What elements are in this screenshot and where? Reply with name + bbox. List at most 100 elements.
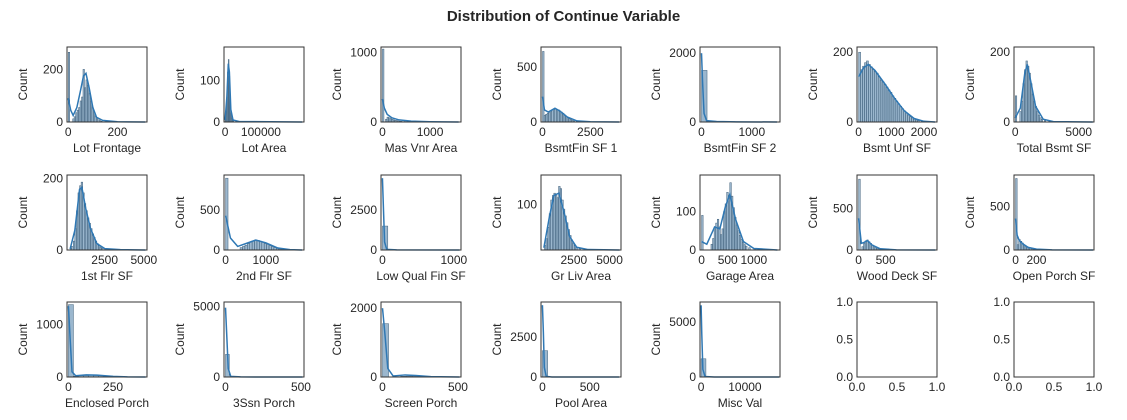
x-axis-label: Bsmt Unf SF [863,141,931,155]
x-tick-label: 200 [107,125,127,139]
histogram-bar [862,65,865,123]
subplot-3: 0 1000 0 1000 Mas Vnr Area Count [330,46,462,155]
subplot-4: 0 2500 0 500 BsmtFin SF 1 Count [490,46,622,155]
histogram-bar [866,60,869,123]
histogram-bar [868,64,871,123]
kde-line [224,215,303,251]
histogram-bar [895,100,899,123]
y-axis-label: Count [963,196,977,229]
y-tick-label: 0 [56,370,63,384]
subplot-19: 0 10000 0 5000 Misc Val Count [649,301,781,410]
subplot-15: 0 250 0 1000 Enclosed Porch Count [16,301,149,410]
histogram-bar [872,69,875,123]
x-axis-label: Lot Area [242,141,287,155]
kde-line [700,305,780,378]
y-tick-label: 200 [990,45,1010,59]
x-axis-label: Screen Porch [385,396,458,410]
x-tick-label: 5000 [131,253,158,267]
axes-frame [699,301,781,378]
x-tick-label: 1000 [252,253,279,267]
y-axis-label: Count [330,68,344,101]
histogram-bar [225,177,229,251]
subplot-20: 0.0 0.5 1.0 0.0 0.5 1.0 [836,295,945,394]
x-tick-label: 5000 [1065,125,1092,139]
histogram-bar [1015,178,1018,251]
x-tick-label: 0 [855,253,862,267]
x-tick-label: 0 [379,253,386,267]
histogram-bar [909,116,912,123]
x-tick-label: 1000 [417,125,444,139]
y-axis-label: Count [806,68,820,101]
histogram-bar [860,69,863,123]
histogram-bar [266,244,270,251]
y-axis-label: Count [16,323,30,356]
subplot-12: 0 500 1000 0 100 Garage Area Count [649,174,781,283]
y-axis-label: Count [173,323,187,356]
x-tick-label: 0 [539,125,546,139]
x-axis-label: 2nd Flr SF [236,269,292,283]
x-tick-label: 0 [379,125,386,139]
histogram-bar [858,178,861,251]
y-tick-label: 2500 [350,203,377,217]
subplot-5: 0 1000 0 2000 BsmtFin SF 2 Count [649,46,781,155]
y-tick-label: 200 [833,45,853,59]
x-axis-label: 3Ssn Porch [233,396,295,410]
histogram-bar [891,95,895,123]
kde-line [1014,218,1093,251]
histogram-bar [879,79,883,123]
subplot-10: 0 1000 0 2500 Low Qual Fin SF Count [330,174,468,283]
histogram-bar [244,244,248,251]
x-tick-label: 500 [876,253,896,267]
subplot-17: 0 500 0 2000 Screen Porch Count [330,301,468,410]
x-axis-label: Open Porch SF [1013,269,1096,283]
axes-frame [856,301,938,378]
y-tick-label: 100 [676,205,696,219]
x-tick-label: 1000 [441,253,468,267]
x-tick-label: 2500 [577,125,604,139]
y-tick-label: 0.0 [836,370,853,384]
y-tick-label: 0 [1003,115,1010,129]
y-axis-label: Count [806,196,820,229]
y-tick-label: 0 [530,115,537,129]
axes-frame [223,174,305,251]
histogram-bar [247,243,250,251]
y-axis-label: Count [490,68,504,101]
x-tick-label: 0 [855,125,862,139]
x-axis-label: 1st Flr SF [81,269,133,283]
y-tick-label: 2000 [350,301,377,315]
histogram-bar [897,103,901,123]
x-axis-label: BsmtFin SF 1 [545,141,618,155]
subplot-18: 0 500 0 2500 Pool Area Count [490,301,622,410]
x-tick-label: 0.5 [1046,380,1063,394]
histogram-bar [1015,95,1018,123]
axes-frame [223,301,305,378]
histogram-bar [256,240,260,251]
x-tick-label: 500 [291,380,311,394]
kde-line [67,306,146,378]
histogram-bar [877,76,881,123]
y-tick-label: 2500 [510,330,537,344]
x-tick-label: 0 [222,253,229,267]
subplot-2: 0 100000 0 100 Lot Area Count [173,46,305,155]
y-axis-label: Count [330,323,344,356]
histogram-bar [259,240,263,251]
x-tick-label: 1000 [878,125,905,139]
y-tick-label: 0 [370,115,377,129]
x-axis-label: BsmtFin SF 2 [704,141,777,155]
x-axis-label: Lot Frontage [73,141,141,155]
subplot-6: 0 1000 2000 0 200 Bsmt Unf SF Count [806,45,938,155]
axes-frame [540,46,622,123]
histogram-bar [907,114,910,123]
histogram-bar [893,98,897,123]
histogram-bar [382,48,385,123]
histogram-bar [889,92,893,123]
x-tick-label: 500 [580,380,600,394]
y-tick-label: 0.5 [993,333,1010,347]
x-tick-label: 500 [718,253,738,267]
axes-frame [66,46,148,123]
x-axis-label: Mas Vnr Area [385,141,458,155]
y-tick-label: 500 [833,201,853,215]
x-tick-label: 0.5 [889,380,906,394]
y-tick-label: 0 [213,243,220,257]
kde-line [69,186,146,251]
